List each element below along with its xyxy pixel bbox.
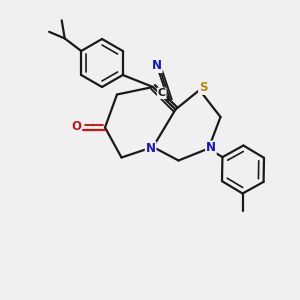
Text: O: O xyxy=(71,120,81,134)
Text: N: N xyxy=(206,141,216,154)
Text: N: N xyxy=(152,59,162,72)
Text: N: N xyxy=(146,142,156,155)
Text: C: C xyxy=(158,88,166,98)
Text: S: S xyxy=(199,81,207,94)
